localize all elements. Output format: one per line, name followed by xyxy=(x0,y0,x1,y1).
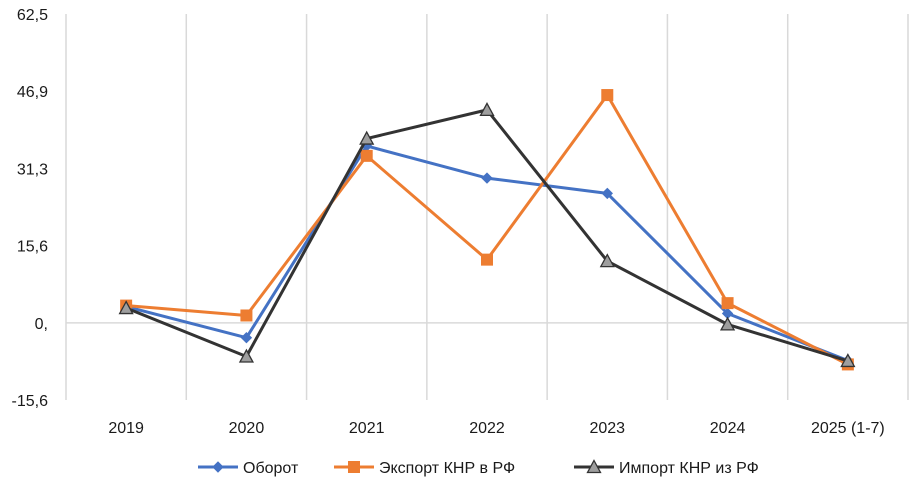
legend: Оборот Экспорт КНР в РФ Импорт КНР из РФ xyxy=(198,459,759,477)
x-tick-label: 2019 xyxy=(108,420,144,437)
data-point-marker xyxy=(586,459,602,474)
series-1 xyxy=(120,140,854,367)
y-tick-label: 62,5 xyxy=(17,7,48,24)
data-point-marker xyxy=(601,89,614,102)
legend-item: Оборот xyxy=(198,460,299,477)
x-axis-tick-labels: 2019 2020 2021 2022 2023 2024 2025 (1-7) xyxy=(108,420,884,437)
legend-label: Оборот xyxy=(243,460,299,477)
series-3 xyxy=(118,102,856,368)
data-point-marker xyxy=(348,461,360,473)
data-point-marker xyxy=(599,253,615,268)
data-point-marker xyxy=(481,172,493,184)
legend-label: Экспорт КНР в РФ xyxy=(379,460,515,477)
y-tick-label: 46,9 xyxy=(17,84,48,101)
data-point-marker xyxy=(240,309,253,322)
plot-area xyxy=(118,89,856,371)
y-tick-label: -15,6 xyxy=(12,393,49,410)
data-point-marker xyxy=(238,348,255,363)
x-tick-label: 2020 xyxy=(229,420,265,437)
data-point-marker xyxy=(118,300,134,315)
x-tick-label: 2024 xyxy=(710,420,746,437)
data-point-marker xyxy=(212,461,224,473)
y-axis-tick-labels: 62,5 46,9 31,3 15,6 0, -15,6 xyxy=(12,7,49,410)
data-point-marker xyxy=(719,316,736,331)
data-point-marker xyxy=(601,187,613,200)
x-tick-label: 2025 (1-7) xyxy=(811,420,885,437)
data-point-marker xyxy=(479,102,495,117)
legend-label: Импорт КНР из РФ xyxy=(619,460,759,477)
legend-item: Импорт КНР из РФ xyxy=(574,459,759,477)
y-tick-label: 15,6 xyxy=(17,239,48,256)
y-tick-label: 31,3 xyxy=(17,161,48,178)
data-point-marker xyxy=(359,130,375,145)
y-tick-label: 0, xyxy=(35,316,48,333)
x-tick-label: 2021 xyxy=(349,420,385,437)
legend-item: Экспорт КНР в РФ xyxy=(334,460,515,477)
x-tick-label: 2023 xyxy=(589,420,625,437)
data-point-marker xyxy=(840,353,856,368)
data-point-marker xyxy=(481,253,493,266)
grid-lines xyxy=(65,14,909,400)
series-line xyxy=(126,93,849,366)
x-tick-label: 2022 xyxy=(469,420,505,437)
data-point-marker xyxy=(721,297,734,310)
data-point-marker xyxy=(240,332,253,344)
data-point-marker xyxy=(360,149,373,162)
